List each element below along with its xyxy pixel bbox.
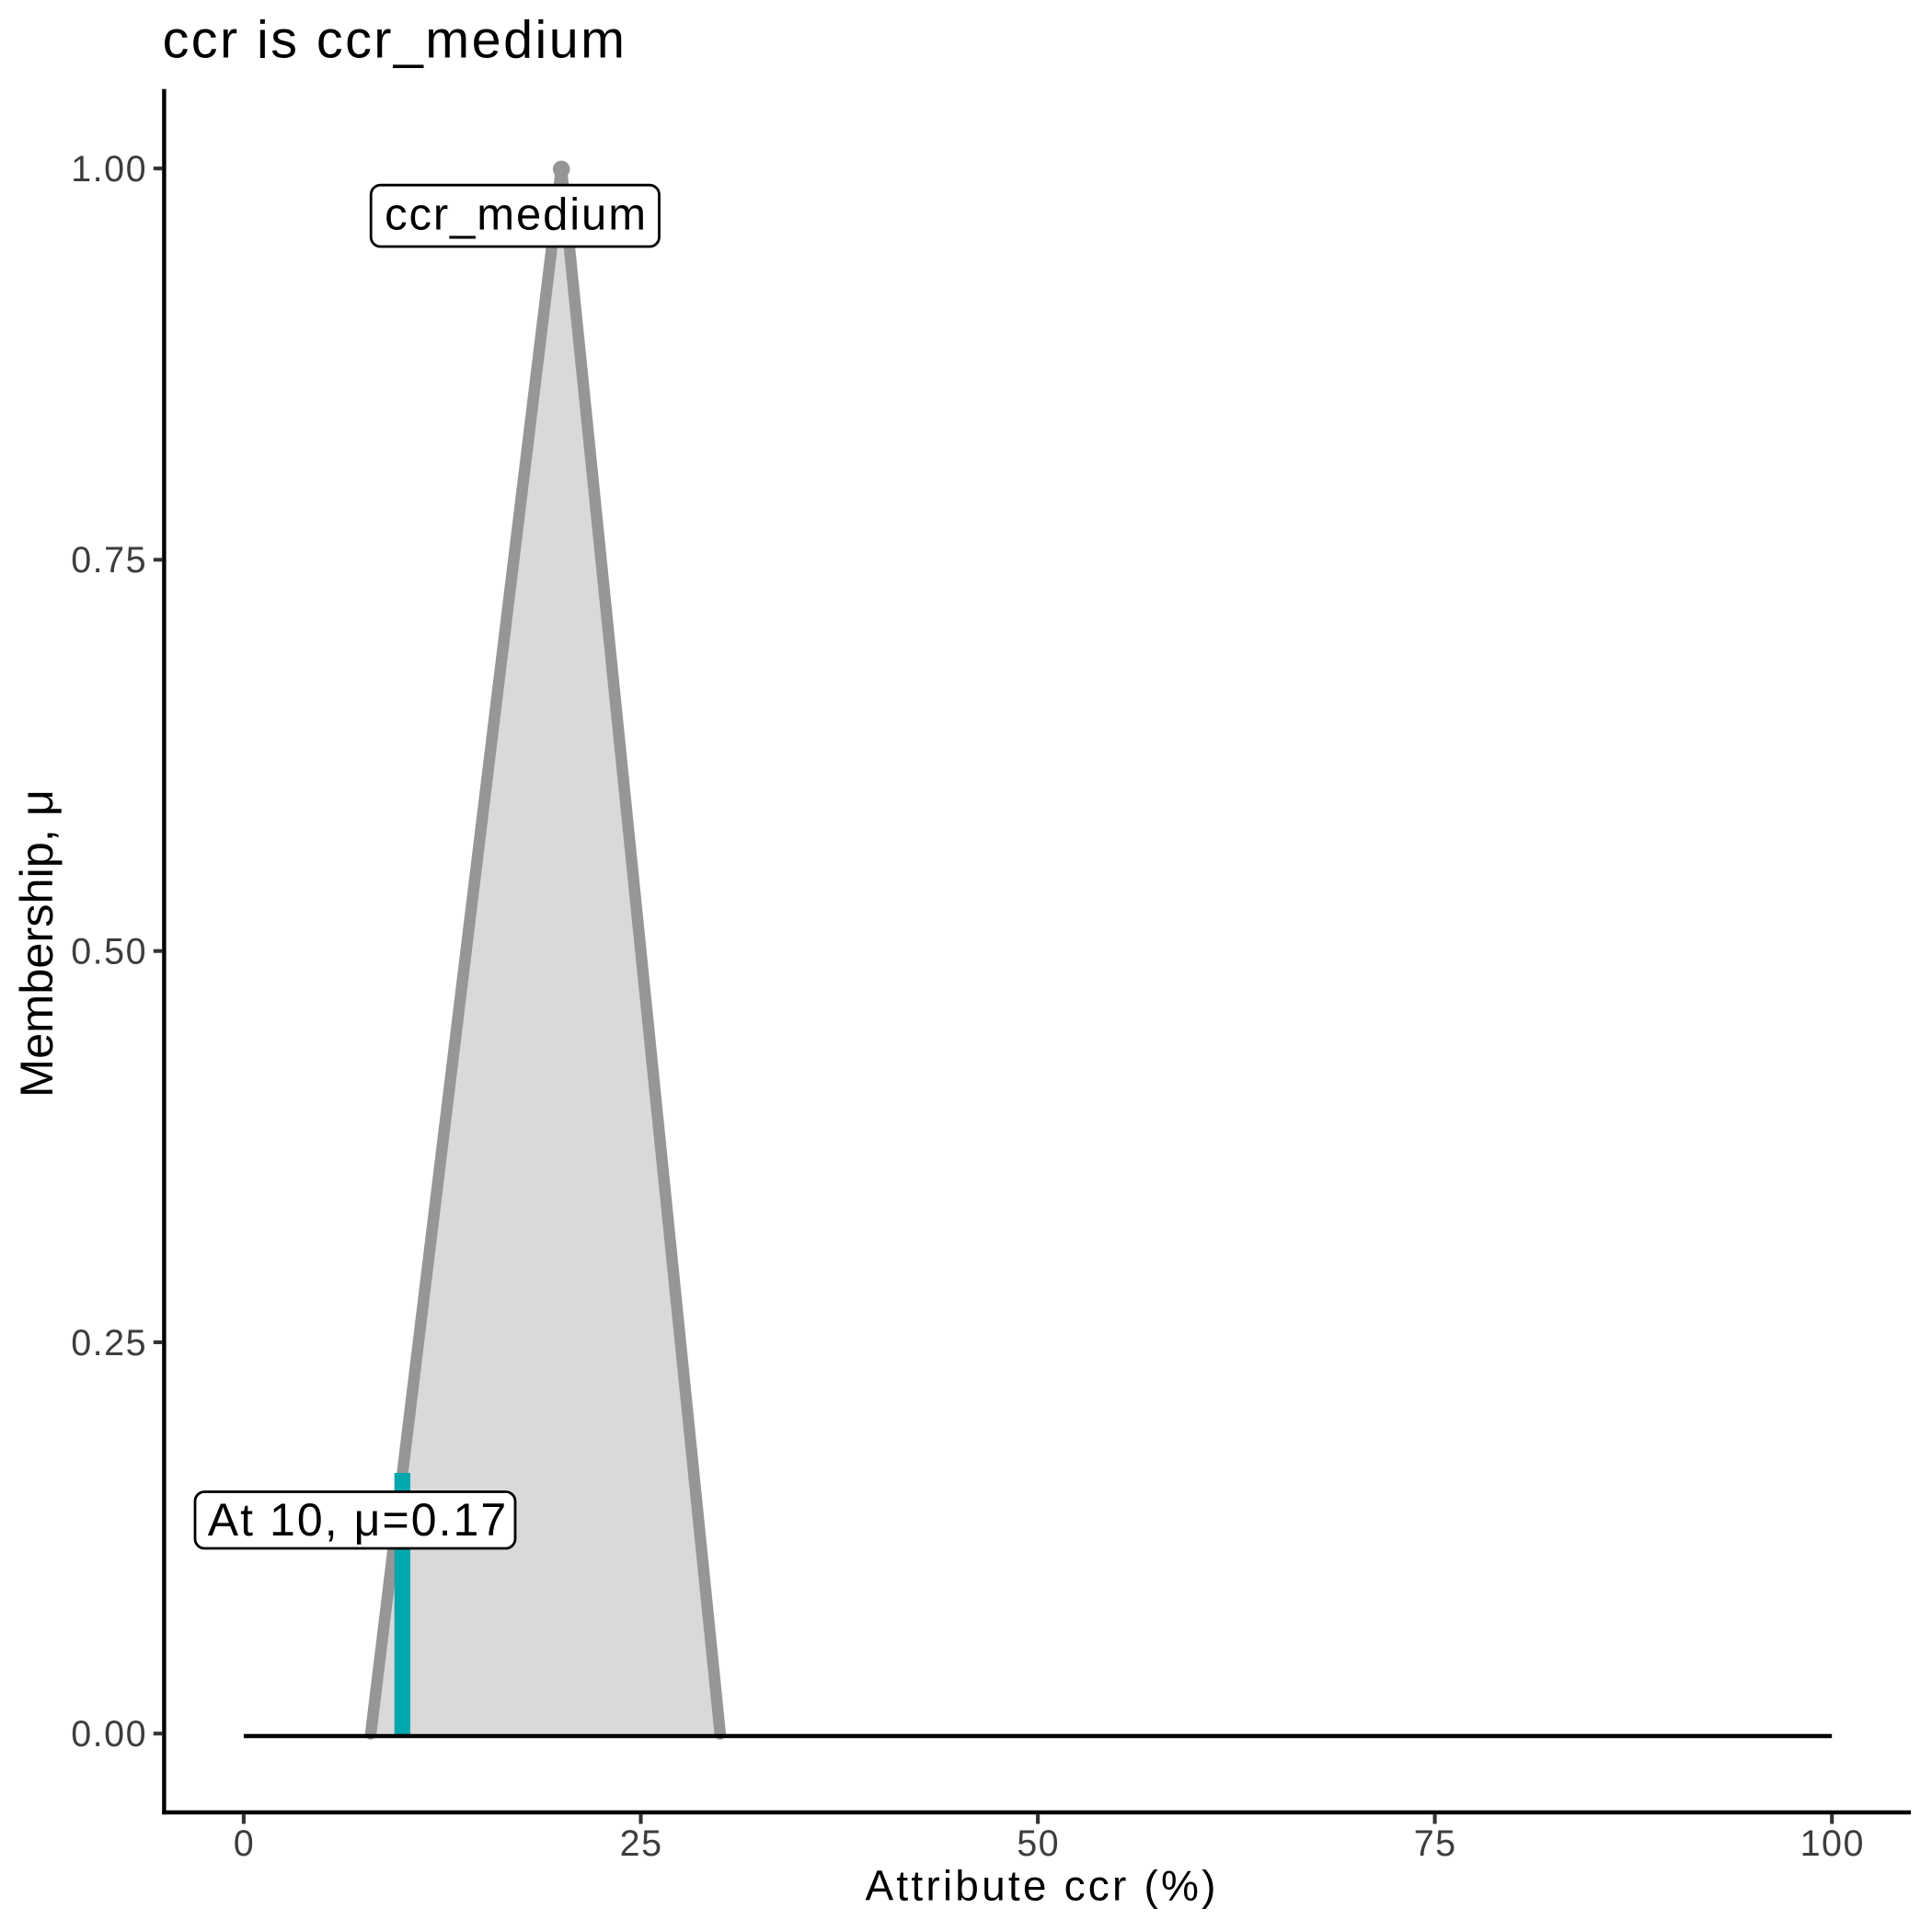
svg-text:0.00: 0.00 [71, 1714, 147, 1754]
svg-text:ccr_medium: ccr_medium [385, 190, 648, 240]
svg-text:Membership, μ: Membership, μ [10, 789, 63, 1098]
svg-text:75: 75 [1414, 1823, 1457, 1864]
svg-text:25: 25 [620, 1823, 663, 1864]
svg-text:100: 100 [1800, 1823, 1865, 1864]
svg-text:At 10, μ=0.17: At 10, μ=0.17 [208, 1494, 509, 1546]
svg-text:0.25: 0.25 [71, 1323, 147, 1363]
svg-text:0.50: 0.50 [71, 932, 147, 972]
svg-text:Attribute ccr (%): Attribute ccr (%) [866, 1862, 1219, 1910]
svg-text:ccr is ccr_medium: ccr is ccr_medium [163, 11, 627, 70]
svg-text:0.75: 0.75 [71, 540, 147, 581]
svg-text:0: 0 [234, 1823, 255, 1864]
svg-text:1.00: 1.00 [71, 149, 147, 190]
svg-text:50: 50 [1017, 1823, 1060, 1864]
